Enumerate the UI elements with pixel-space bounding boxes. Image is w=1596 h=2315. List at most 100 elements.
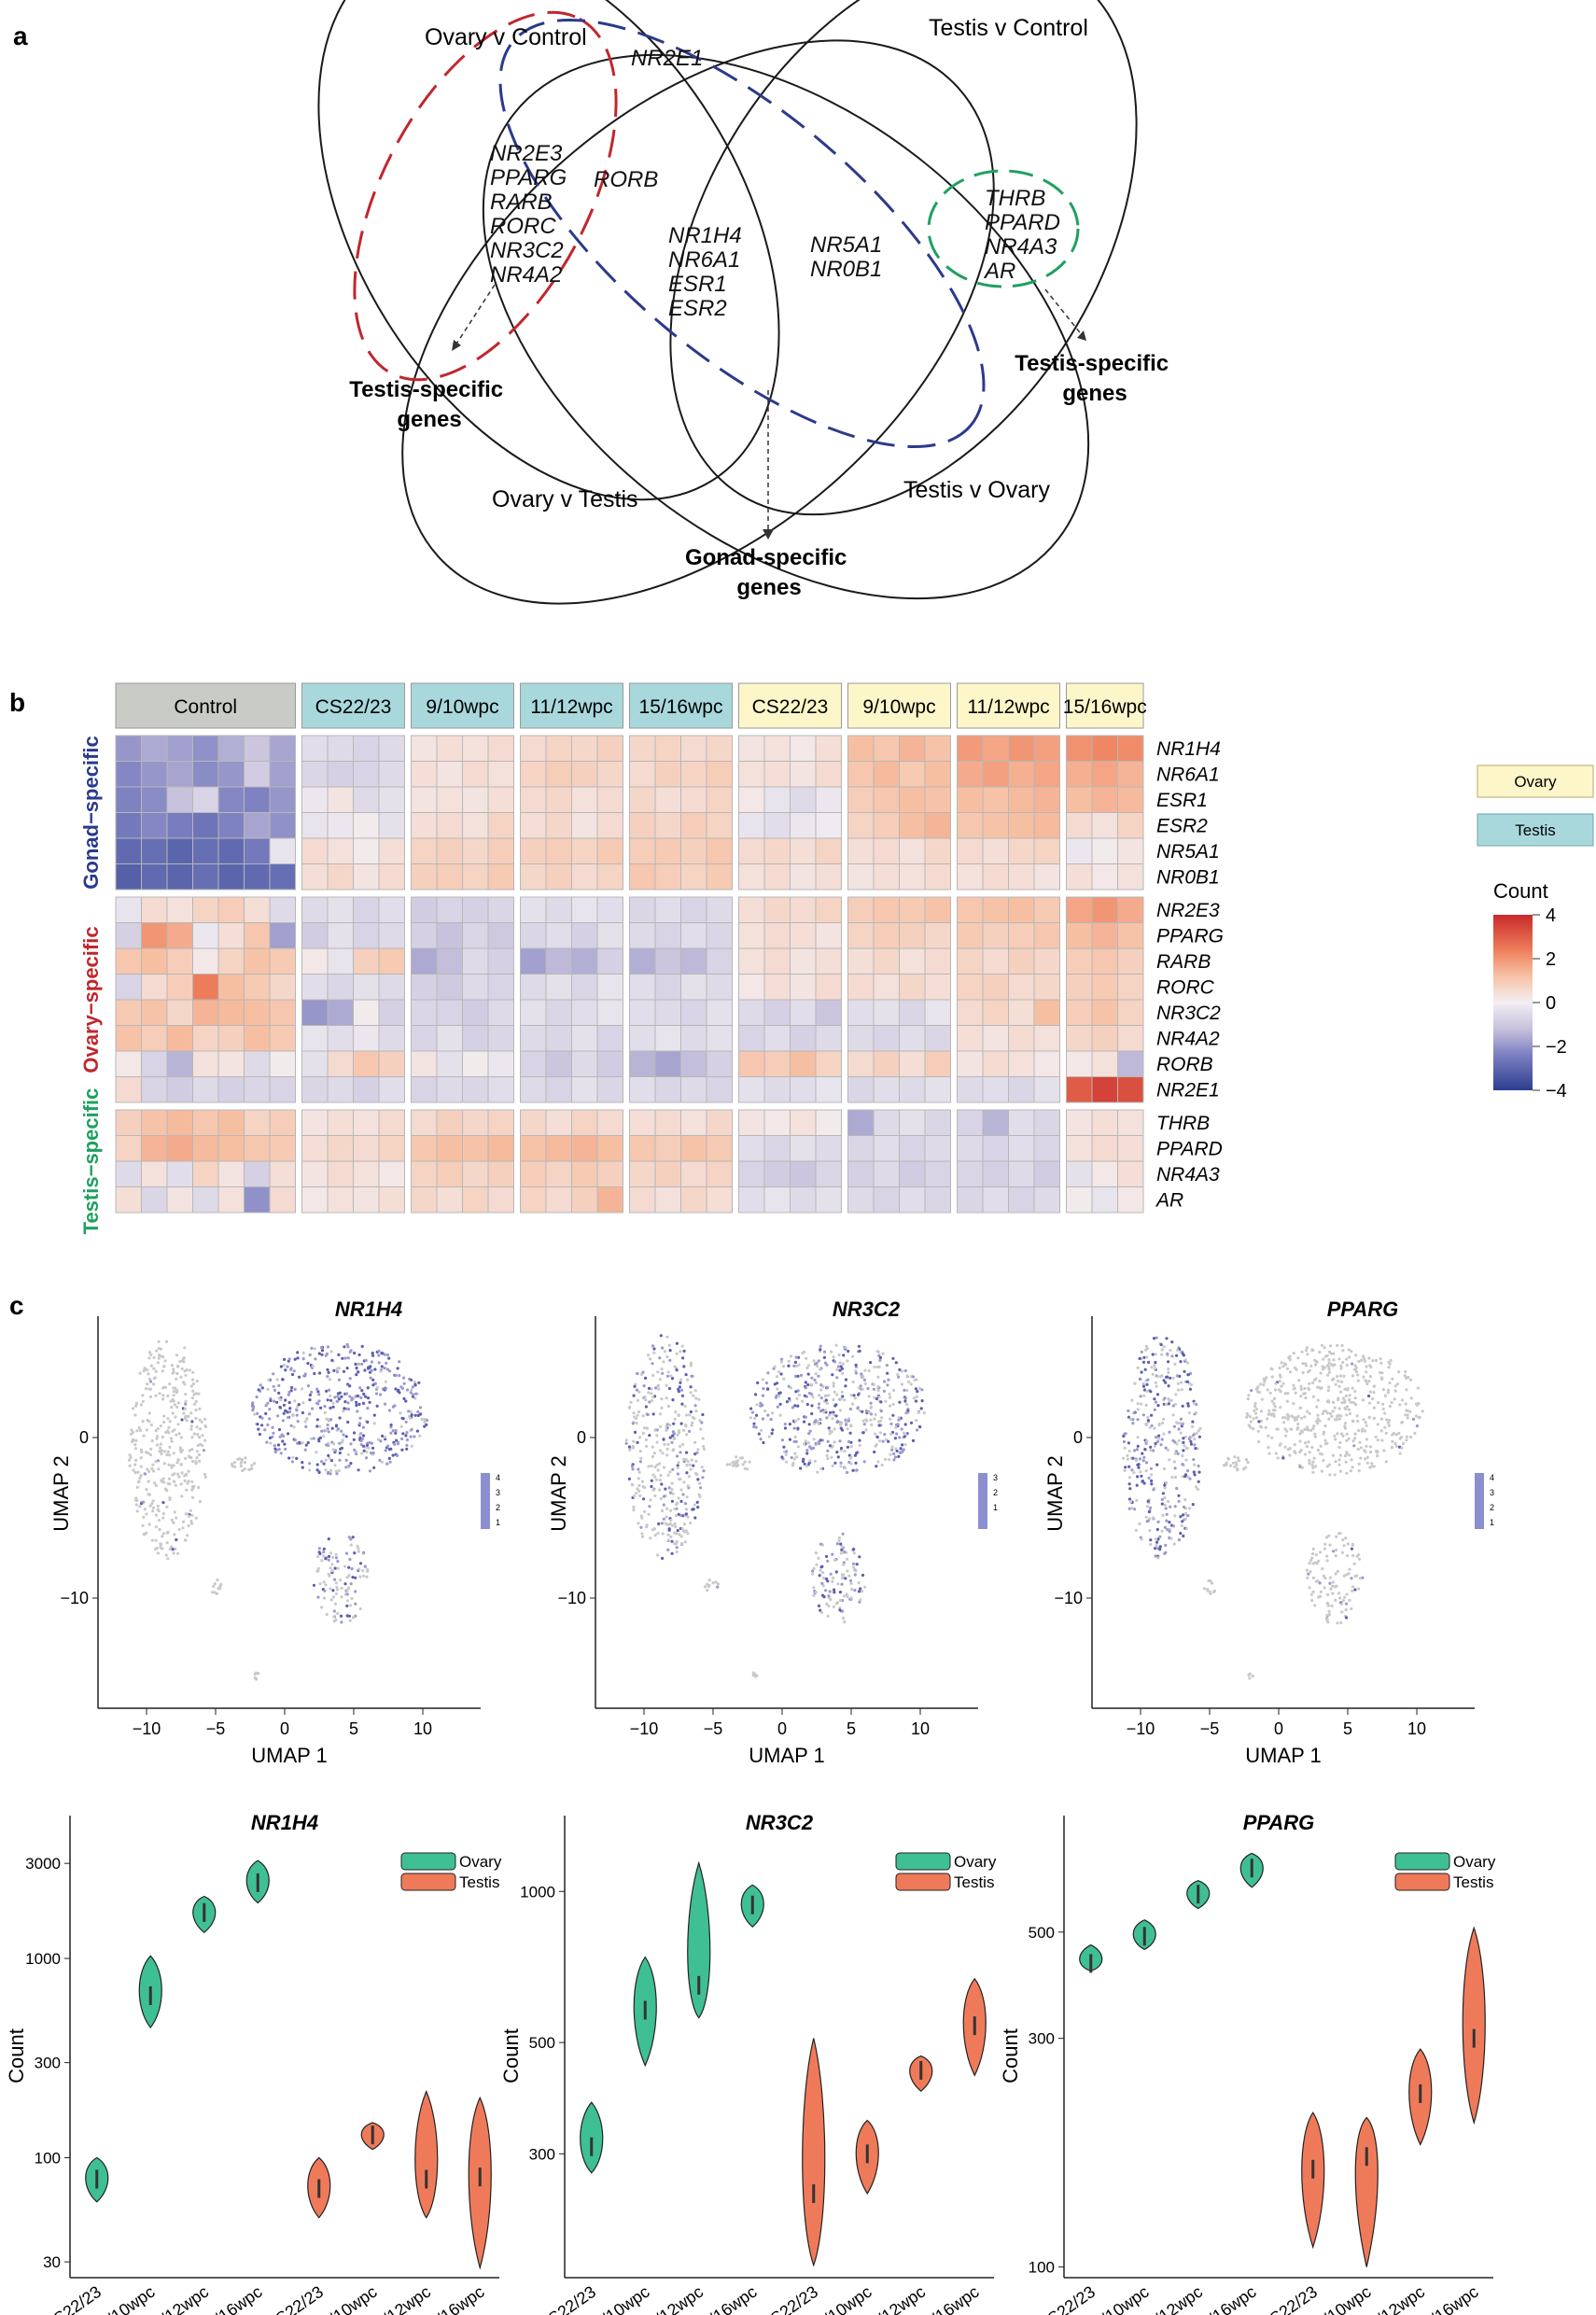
umap-point [326,1423,329,1427]
heatmap-cell [520,1160,547,1187]
umap-point [1288,1358,1292,1362]
umap-point [922,1411,926,1415]
umap-point [1176,1382,1180,1385]
heatmap-cell [924,1076,951,1103]
heatmap-cell [1033,999,1060,1026]
umap-point [133,1463,137,1466]
umap-point [128,1453,132,1457]
umap-point [365,1575,369,1578]
umap-point [1316,1398,1320,1402]
umap-point [144,1387,148,1391]
umap-point [658,1412,663,1416]
umap-point [402,1382,406,1385]
umap-point [364,1358,368,1362]
umap-point [1160,1529,1164,1533]
umap-point [813,1362,818,1366]
umap-point [1173,1440,1177,1444]
umap-point [838,1423,843,1426]
umap-point [302,1374,306,1378]
umap-point [324,1468,328,1472]
heatmap-cell [244,1186,271,1214]
umap-point [347,1574,351,1578]
umap-x-tick-label: 10 [413,1719,432,1738]
umap-point [829,1597,833,1602]
umap-point [1157,1434,1161,1438]
umap-point [670,1539,674,1543]
umap-point [834,1414,838,1418]
umap-point [827,1426,831,1430]
umap-point [824,1589,828,1592]
heatmap-cell [957,786,984,813]
umap-point [1162,1379,1166,1382]
umap-point [138,1476,142,1480]
umap-point [154,1513,159,1517]
umap-point [385,1368,389,1371]
umap-point [891,1356,895,1360]
umap-point [1301,1362,1305,1366]
umap-point [173,1480,176,1483]
umap-point [861,1573,865,1578]
umap-point [1285,1429,1289,1433]
heatmap-cell [115,1025,142,1052]
umap-point [858,1349,861,1353]
heatmap-cell [217,974,245,1001]
heatmap-cell [244,974,271,1001]
umap-point [383,1353,386,1356]
panel-b: b Control CS22/23 9/10wpc 11/12wpc 15/16wpc C… [9,682,1594,1234]
umap-point [892,1458,896,1462]
umap-point [832,1605,836,1608]
umap-point [753,1416,757,1420]
heatmap-cell [217,1160,245,1187]
heatmap-cell [378,1135,405,1162]
umap-point [194,1516,198,1520]
heatmap-cell [738,1025,765,1052]
umap-point [662,1517,665,1521]
umap-point [1351,1439,1355,1443]
umap-point [903,1399,907,1403]
umap-point [673,1365,677,1368]
umap-point [1245,1411,1249,1415]
umap-point [1269,1367,1273,1370]
umap-point [1175,1486,1179,1491]
violin-y-tick-label: 300 [35,2055,61,2072]
umap-point [834,1570,838,1574]
umap-point [817,1359,820,1363]
heatmap-cell [654,1135,681,1162]
umap-point [377,1361,381,1365]
umap-point [174,1483,177,1487]
umap-point [358,1575,362,1578]
umap-point [1140,1350,1143,1354]
heatmap-cell [327,947,354,975]
umap-point [754,1425,758,1429]
umap-point [161,1394,165,1397]
umap-point [362,1550,366,1554]
umap-point [405,1447,409,1451]
umap-point [784,1452,788,1456]
umap-point [1260,1397,1264,1401]
umap-point [664,1522,667,1525]
umap-point [1393,1397,1396,1401]
heatmap-cell [654,1160,681,1187]
umap-point [860,1372,863,1376]
umap-point [161,1477,165,1480]
umap-point [702,1447,707,1451]
umap-point [1262,1383,1266,1387]
heatmap-cell [166,1050,193,1077]
umap-point [1409,1436,1413,1439]
heatmap-cell [411,863,438,891]
umap-point [289,1424,293,1427]
umap-point [203,1424,207,1428]
umap-point [1153,1397,1156,1401]
umap-point [1164,1507,1168,1510]
umap-point [340,1595,343,1599]
heatmap-cell [847,837,875,864]
umap-point [1351,1386,1354,1390]
umap-point [1393,1441,1397,1445]
umap-point [848,1407,853,1411]
heatmap-cell [166,812,193,839]
heatmap-cell [436,1135,463,1162]
umap-point [814,1551,819,1555]
umap-point [1372,1416,1377,1420]
umap-point [371,1351,374,1355]
umap-point [1381,1407,1385,1410]
